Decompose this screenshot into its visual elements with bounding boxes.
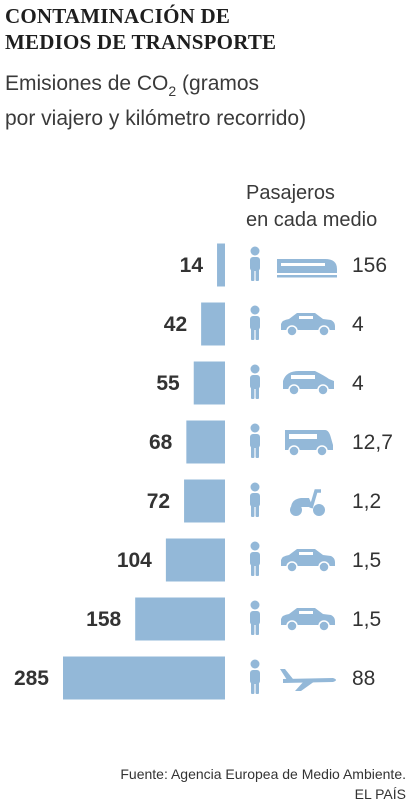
emissions-bar-chart: 14 156 42 4 55 4 68 12,7 72 1,2 104 1,5 158 1,5 285 88 [14, 243, 393, 700]
person-icon [250, 541, 260, 576]
chart-title-line: CONTAMINACIÓN DE [5, 4, 231, 28]
bar-value-label: 285 [14, 667, 49, 690]
passenger-count-label: 1,2 [352, 490, 381, 513]
passenger-count-label: 1,5 [352, 549, 381, 572]
bar-value-label: 72 [147, 490, 170, 513]
source-text: Fuente: Agencia Europea de Medio Ambient… [120, 766, 406, 782]
passenger-count-label: 4 [352, 313, 364, 336]
source-note: Fuente: Agencia Europea de Medio Ambient… [120, 764, 406, 804]
passengers-header-line: en cada medio [246, 209, 378, 231]
passenger-count-label: 1,5 [352, 608, 381, 631]
bar-value-label: 14 [180, 254, 204, 277]
passengers-header-line: Pasajeros [246, 182, 335, 204]
person-icon [250, 305, 260, 340]
minivan-icon [283, 371, 334, 396]
person-icon [250, 600, 260, 635]
small-car-icon [281, 313, 335, 337]
chart-title: CONTAMINACIÓN DE MEDIOS DE TRANSPORTE [5, 3, 405, 55]
bar [63, 656, 225, 700]
bar-value-label: 158 [86, 608, 121, 631]
bar [184, 479, 225, 523]
car-icon [281, 549, 335, 573]
subtitle-line: Emisiones de CO2 (gramos [5, 70, 410, 105]
chart-subtitle: Emisiones de CO2 (gramos por viajero y k… [5, 70, 410, 132]
bar-value-label: 55 [156, 372, 180, 395]
bar-value-label: 104 [117, 549, 152, 572]
large-car-icon [281, 608, 335, 632]
bar [193, 361, 225, 405]
subtitle-subscript: 2 [168, 83, 177, 99]
passenger-count-label: 88 [352, 667, 375, 690]
person-icon [250, 246, 260, 281]
passengers-column-header: Pasajeros en cada medio [246, 180, 377, 234]
bar-value-label: 68 [149, 431, 173, 454]
subtitle-text: Emisiones de CO [5, 72, 169, 95]
scooter-icon [290, 489, 325, 516]
passenger-count-label: 12,7 [352, 431, 393, 454]
van-icon [285, 430, 333, 457]
train-icon [277, 259, 337, 278]
bar [135, 597, 225, 641]
subtitle-text: (gramos [176, 72, 260, 95]
bar [165, 538, 225, 582]
subtitle-line: por viajero y kilómetro recorrido) [5, 107, 307, 130]
bar-value-label: 42 [164, 313, 187, 336]
passenger-count-label: 4 [352, 372, 364, 395]
person-icon [250, 423, 260, 458]
bar [217, 243, 225, 287]
publisher-name: EL PAÍS [354, 786, 406, 802]
person-icon [250, 482, 260, 517]
person-icon [250, 659, 260, 694]
bar [186, 420, 225, 464]
airplane-icon [280, 669, 336, 691]
chart-title-line: MEDIOS DE TRANSPORTE [5, 30, 277, 54]
person-icon [250, 364, 260, 399]
bar [201, 302, 225, 346]
passenger-count-label: 156 [352, 254, 387, 277]
